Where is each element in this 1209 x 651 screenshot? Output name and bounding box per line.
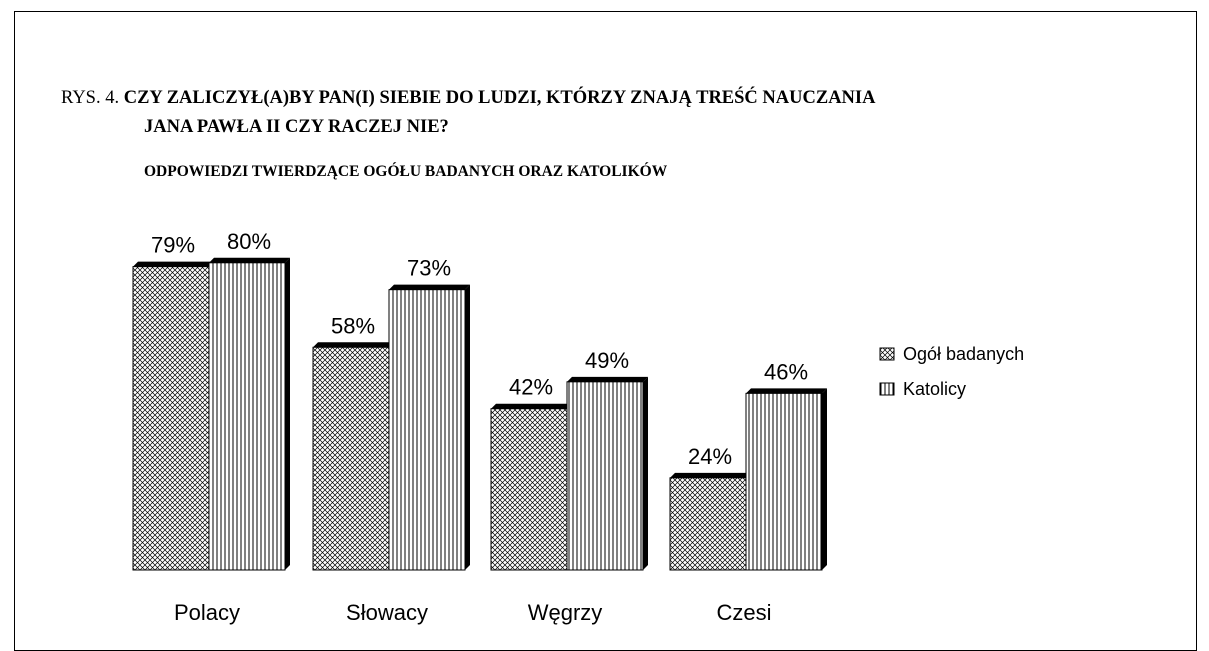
data-label: 49% xyxy=(585,348,629,373)
category-label: Słowacy xyxy=(346,600,428,625)
bar-top xyxy=(670,472,751,478)
data-label: 73% xyxy=(407,256,451,281)
bar-side xyxy=(285,257,290,570)
bar-top xyxy=(313,342,394,348)
bar-side xyxy=(822,388,827,570)
bar-top xyxy=(746,388,827,394)
bar-ogół-badanych-polacy xyxy=(132,266,210,571)
bar-katolicy-węgrzy xyxy=(566,381,644,571)
bar-top xyxy=(491,403,572,409)
bar-top xyxy=(389,284,470,290)
bar-side xyxy=(465,284,470,570)
category-label: Węgrzy xyxy=(528,600,603,625)
title-line-2: JANA PAWŁA II CZY RACZEJ NIE? xyxy=(144,117,449,137)
bar-top xyxy=(133,261,214,267)
chart-subtitle: ODPOWIEDZI TWIERDZĄCE OGÓŁU BADANYCH ORA… xyxy=(144,163,668,180)
category-label: Czesi xyxy=(716,600,771,625)
bars-group: 79% 80% Polacy 58% 73% Słowacy 42% 49% Węgrzy 24%… xyxy=(132,229,827,625)
legend-swatch-katolicy xyxy=(879,382,895,396)
bar-ogół-badanych-czesi xyxy=(669,477,747,571)
bar-side xyxy=(643,376,648,570)
bar-ogół-badanych-węgrzy xyxy=(490,408,568,571)
data-label: 42% xyxy=(509,375,553,400)
bar-ogół-badanych-słowacy xyxy=(312,346,390,571)
bar-top xyxy=(209,257,290,263)
legend-label: Ogół badanych xyxy=(903,344,1024,364)
chart-title: RYS. 4. CZY ZALICZYŁ(A)BY PAN(I) SIEBIE … xyxy=(61,84,875,113)
legend: Ogół badanych Katolicy xyxy=(879,344,1024,399)
legend-swatch-ogół-badanych xyxy=(879,347,895,361)
data-label: 24% xyxy=(688,444,732,469)
title-prefix: RYS. 4. xyxy=(61,88,120,108)
bar-top xyxy=(567,376,648,382)
category-label: Polacy xyxy=(174,600,240,625)
bar-chart: 79% 80% Polacy 58% 73% Słowacy 42% 49% Węgrzy 24%… xyxy=(132,229,1024,625)
bar-katolicy-słowacy xyxy=(388,289,466,571)
data-label: 58% xyxy=(331,313,375,338)
title-line-1: CZY ZALICZYŁ(A)BY PAN(I) SIEBIE DO LUDZI… xyxy=(123,88,876,108)
data-label: 80% xyxy=(227,229,271,254)
bar-katolicy-polacy xyxy=(208,262,286,571)
data-label: 79% xyxy=(151,233,195,258)
data-label: 46% xyxy=(764,359,808,384)
legend-label: Katolicy xyxy=(903,379,966,399)
bar-katolicy-czesi xyxy=(745,392,823,571)
